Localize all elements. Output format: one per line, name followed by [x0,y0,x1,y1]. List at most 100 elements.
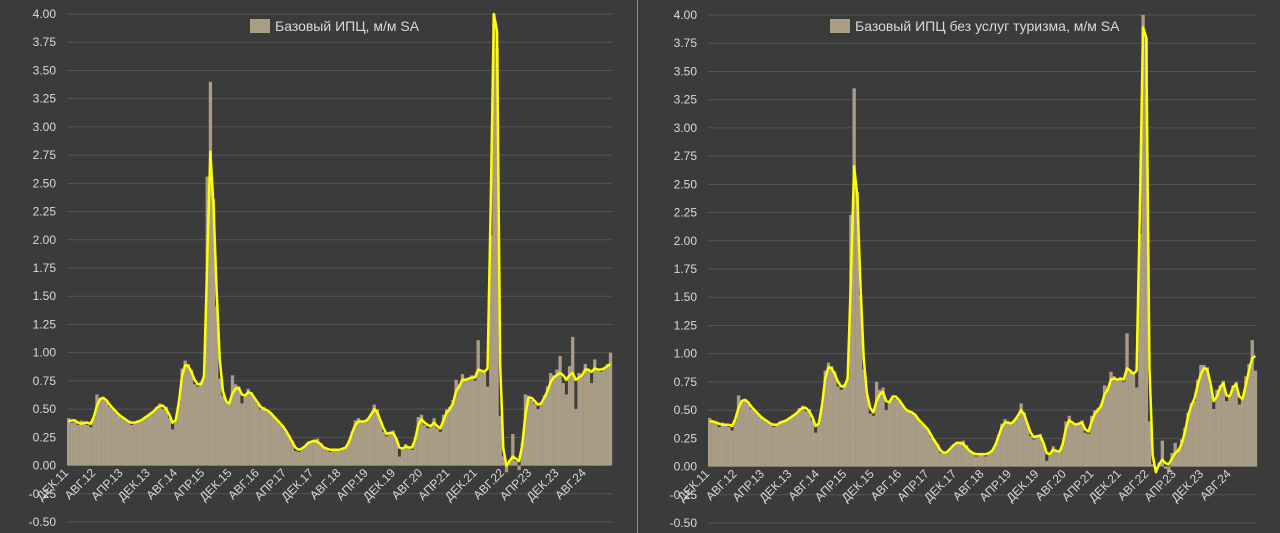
bar [511,433,515,466]
bar [306,442,310,466]
bar [473,380,477,466]
bar [759,418,763,467]
bar [749,408,754,467]
bar [608,352,613,466]
bar [935,443,940,467]
bar [1122,381,1126,467]
bar [1025,423,1030,467]
bar [961,440,965,467]
bar [432,418,436,466]
bar [1022,412,1026,467]
smoothed-line-series [709,26,1257,474]
y-tick-label: 2.25 [33,205,57,219]
bar [1237,404,1242,467]
bar [797,407,802,467]
bar [180,368,184,466]
bar [517,465,521,471]
bar [1009,424,1014,467]
bar [117,415,121,466]
bar [858,294,863,467]
bar [987,453,991,467]
bar [807,408,811,467]
bar [955,441,959,467]
bar [762,420,766,467]
bar [202,375,206,466]
bar [1029,436,1033,467]
bar [98,398,102,466]
bar [495,47,499,466]
y-tick-label: 2.50 [33,176,57,190]
bar [1064,421,1068,467]
bar [948,448,953,467]
y-tick-label: 3.75 [674,36,698,50]
y-tick-label: 2.00 [33,233,57,247]
bar [139,419,143,466]
bar [1041,443,1046,467]
bar [227,403,231,466]
bar [855,192,860,467]
bar [293,450,298,466]
bar [571,336,575,466]
bar [485,386,490,466]
y-tick-label: -0.50 [670,516,698,530]
bar [1250,340,1254,467]
bar [429,427,433,466]
bar [1189,403,1193,467]
bar [939,453,943,467]
bar [1244,376,1248,467]
y-tick-label: 0.25 [674,431,698,445]
bar [479,371,483,466]
bar [309,440,313,466]
bar [126,422,131,466]
bar [708,418,712,467]
bar [243,395,247,466]
y-tick-label: 3.50 [33,63,57,77]
bar [711,422,715,467]
bar [334,449,339,466]
bar [388,433,392,466]
bar [265,411,269,466]
bar [271,415,276,466]
bar [104,401,109,466]
bar [426,428,430,466]
bar [926,430,930,467]
bar [1070,423,1075,467]
bar [463,379,468,466]
bar [1183,428,1187,467]
bar [278,422,282,466]
bar [501,456,506,466]
bar [1112,376,1116,467]
bar [1032,439,1036,467]
bar [794,412,799,467]
bar [826,362,831,467]
bar [1208,385,1213,467]
bar [964,445,969,467]
bar [268,412,272,466]
bar [1167,466,1171,473]
y-tick-label: 0.00 [674,460,698,474]
bar [186,363,191,466]
grid-lines [67,13,612,523]
bar [274,420,279,466]
bar [846,377,850,467]
bar [230,375,235,466]
bar [1083,432,1087,467]
legend-label: Базовый ИПЦ без услуг туризма, м/м SA [855,18,1120,34]
bar [218,378,222,466]
bar [89,427,93,466]
bar [772,427,776,467]
bar [281,426,285,466]
bar [871,415,876,467]
bar [765,422,770,467]
bar [1090,415,1094,467]
y-axis: 4.00 3.75 3.50 3.25 3.00 2.75 2.50 2.25 2.00 1.75… [670,8,698,530]
y-tick-label: 0.50 [674,403,698,417]
bar [249,392,254,466]
bar [1093,410,1097,467]
bar [382,431,386,466]
bar [142,418,146,466]
bar [498,415,502,466]
bar [971,453,975,467]
bar [878,389,882,467]
bar [152,411,156,466]
